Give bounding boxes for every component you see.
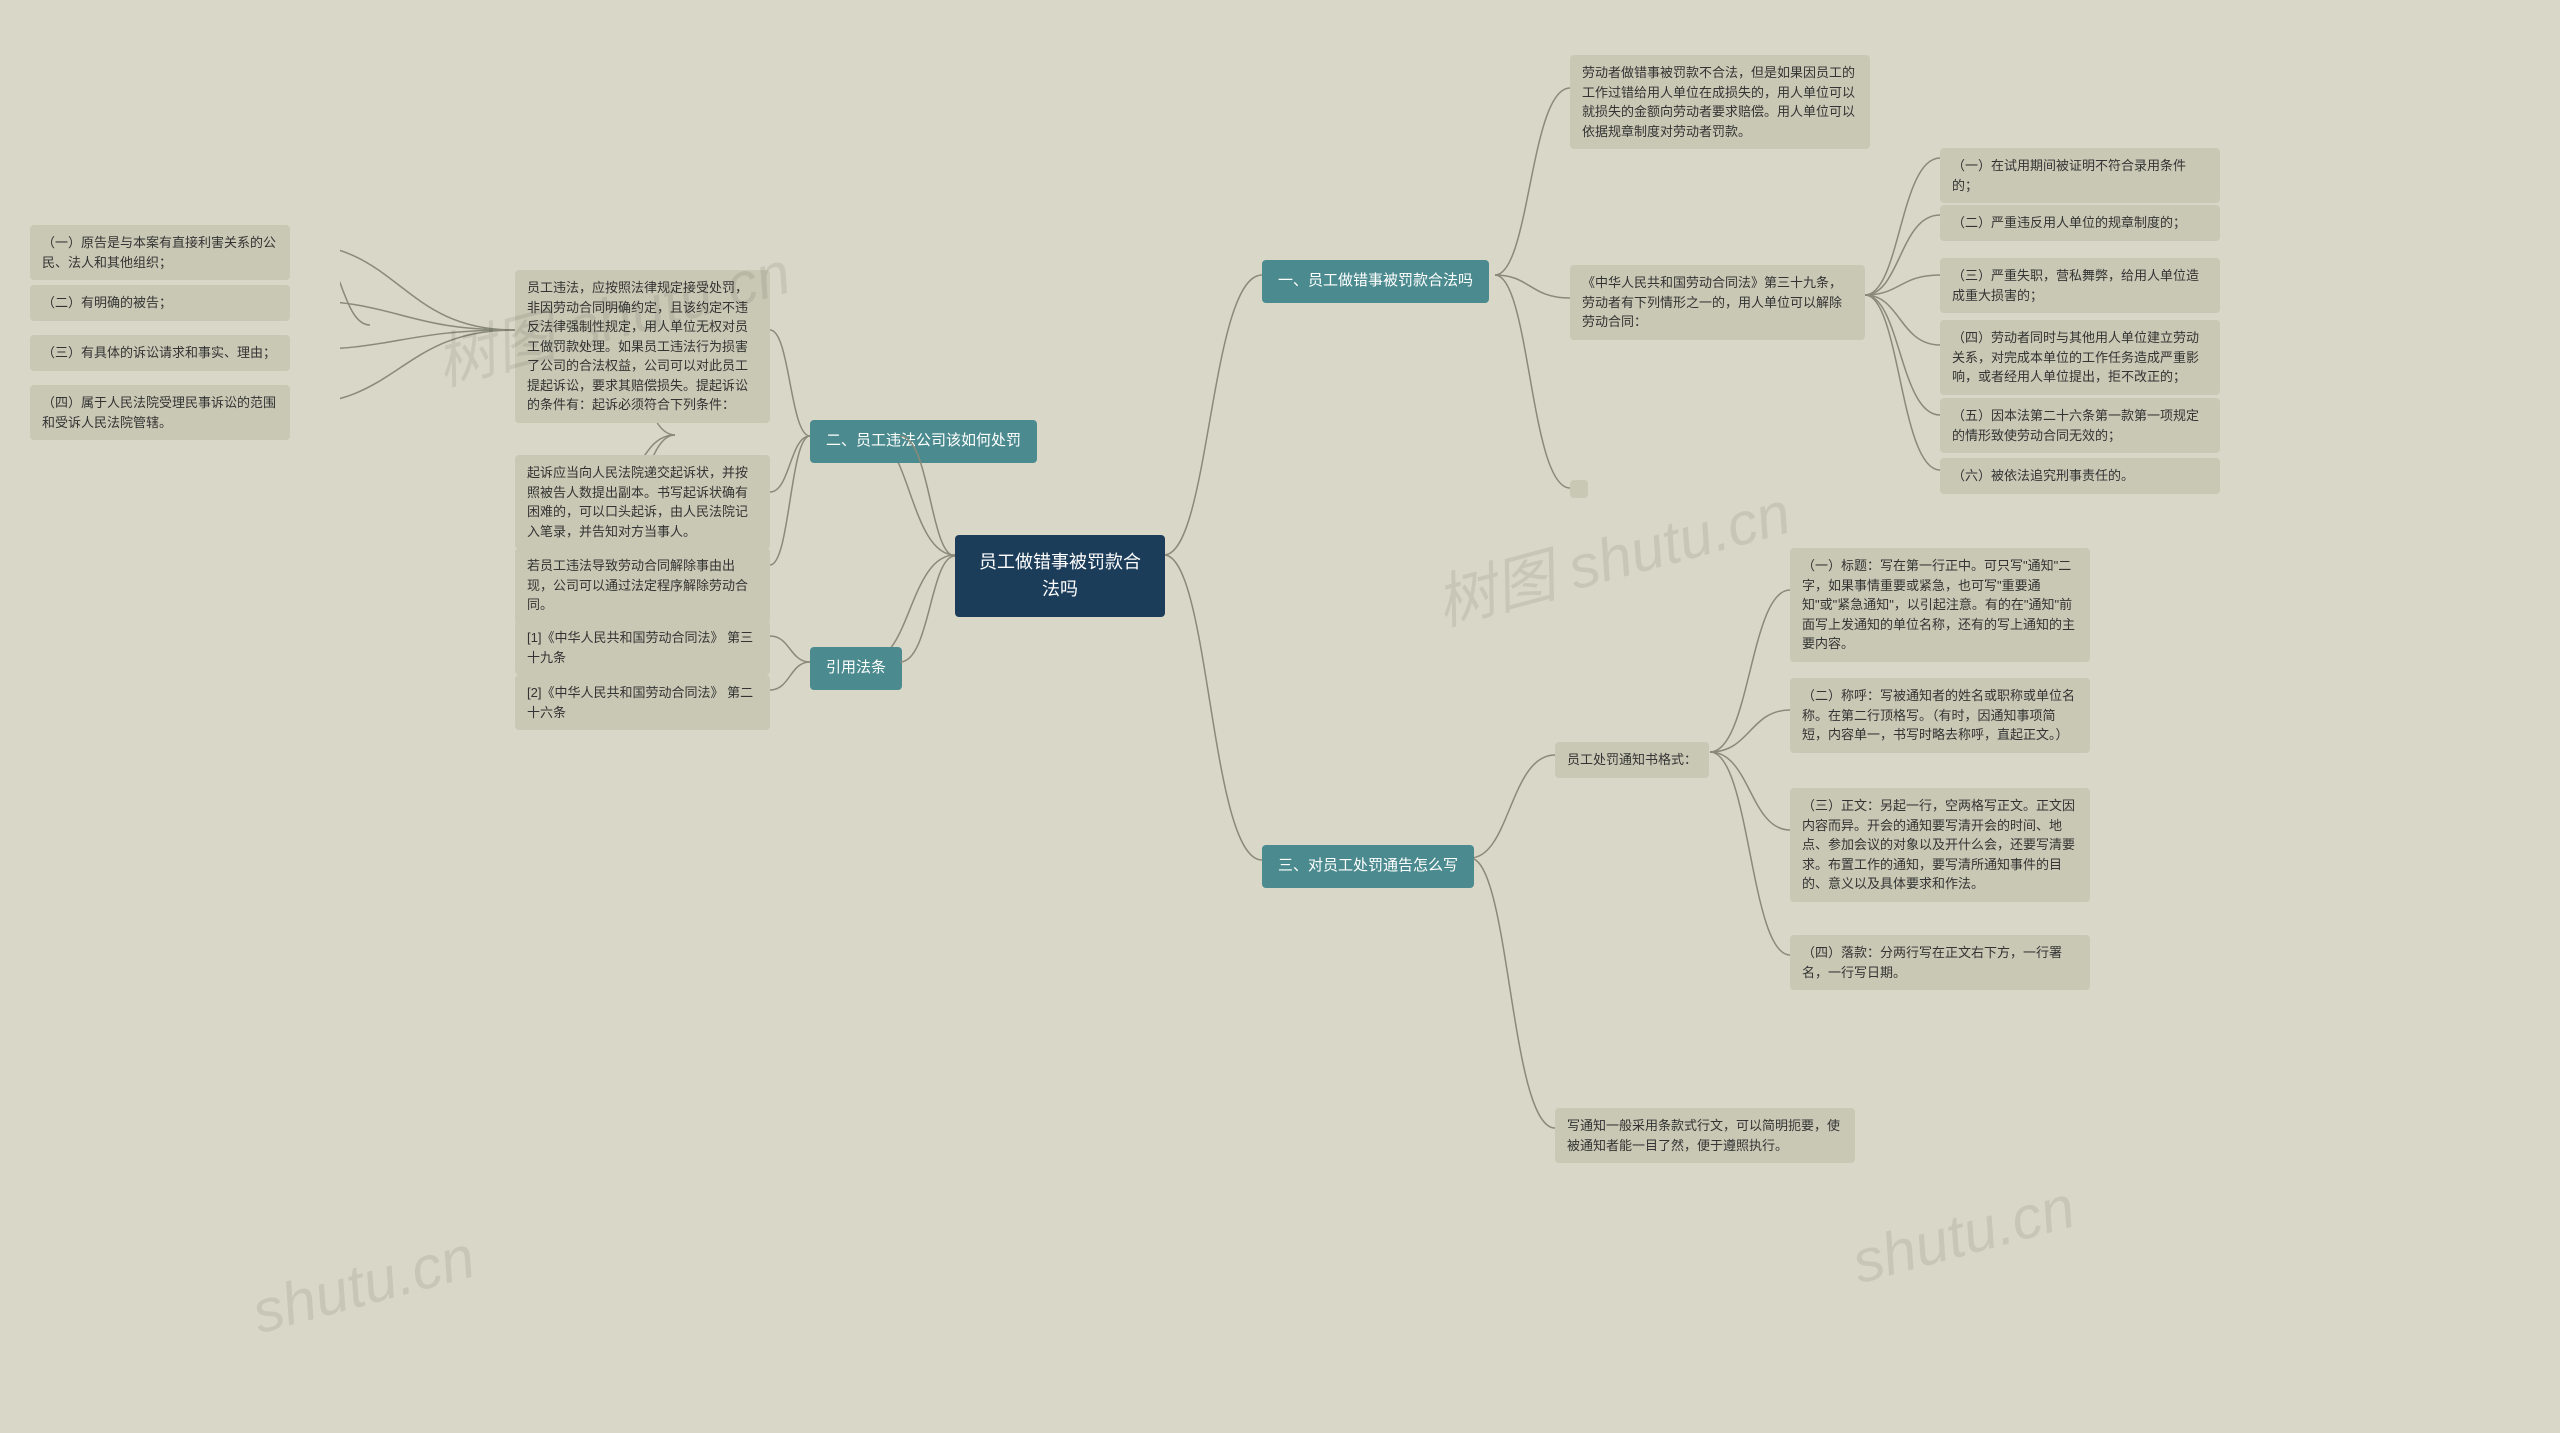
b2-c1-d2: （二）有明确的被告； (30, 285, 290, 321)
branch-2: 二、员工违法公司该如何处罚 (810, 420, 1037, 463)
b2-c3: 若员工违法导致劳动合同解除事由出现，公司可以通过法定程序解除劳动合同。 (515, 548, 770, 623)
b3-c1-d1: （一）标题：写在第一行正中。可只写"通知"二字，如果事情重要或紧急，也可写"重要… (1790, 548, 2090, 662)
b3-c2: 写通知一般采用条款式行文，可以简明扼要，使被通知者能一目了然，便于遵照执行。 (1555, 1108, 1855, 1163)
b1-c2-d4: （四）劳动者同时与其他用人单位建立劳动关系，对完成本单位的工作任务造成严重影响，… (1940, 320, 2220, 395)
b3-c1-d4: （四）落款：分两行写在正文右下方，一行署名，一行写日期。 (1790, 935, 2090, 990)
b1-c1: 劳动者做错事被罚款不合法，但是如果因员工的工作过错给用人单位在成损失的，用人单位… (1570, 55, 1870, 149)
b1-c2-d3: （三）严重失职，营私舞弊，给用人单位造成重大损害的； (1940, 258, 2220, 313)
b1-c2: 《中华人民共和国劳动合同法》第三十九条，劳动者有下列情形之一的，用人单位可以解除… (1570, 265, 1865, 340)
watermark: 树图 shutu.cn (1425, 464, 1799, 642)
b3-c1: 员工处罚通知书格式： (1555, 742, 1709, 778)
b2-c1-d1: （一）原告是与本案有直接利害关系的公民、法人和其他组织； (30, 225, 290, 280)
b4-c2: [2]《中华人民共和国劳动合同法》 第二十六条 (515, 675, 770, 730)
branch-1: 一、员工做错事被罚款合法吗 (1262, 260, 1489, 303)
branch-4: 引用法条 (810, 647, 902, 690)
watermark: shutu.cn (245, 1222, 482, 1347)
b2-c2: 起诉应当向人民法院递交起诉状，并按照被告人数提出副本。书写起诉状确有困难的，可以… (515, 455, 770, 549)
b2-c1-d4: （四）属于人民法院受理民事诉讼的范围和受诉人民法院管辖。 (30, 385, 290, 440)
watermark: shutu.cn (1845, 1172, 2082, 1297)
b2-c1-d3: （三）有具体的诉讼请求和事实、理由； (30, 335, 290, 371)
root-node: 员工做错事被罚款合法吗 (955, 535, 1165, 617)
b1-c2-d1: （一）在试用期间被证明不符合录用条件的； (1940, 148, 2220, 203)
b3-c1-d3: （三）正文：另起一行，空两格写正文。正文因内容而异。开会的通知要写清开会的时间、… (1790, 788, 2090, 902)
b1-c2-d2: （二）严重违反用人单位的规章制度的； (1940, 205, 2220, 241)
b4-c1: [1]《中华人民共和国劳动合同法》 第三十九条 (515, 620, 770, 675)
b1-c2-d5: （五）因本法第二十六条第一款第一项规定的情形致使劳动合同无效的； (1940, 398, 2220, 453)
b1-c2-d6: （六）被依法追究刑事责任的。 (1940, 458, 2220, 494)
b1-c3-empty (1570, 480, 1588, 498)
branch-3: 三、对员工处罚通告怎么写 (1262, 845, 1474, 888)
b2-c1: 员工违法，应按照法律规定接受处罚，非因劳动合同明确约定，且该约定不违反法律强制性… (515, 270, 770, 423)
b3-c1-d2: （二）称呼：写被通知者的姓名或职称或单位名称。在第二行顶格写。（有时，因通知事项… (1790, 678, 2090, 753)
